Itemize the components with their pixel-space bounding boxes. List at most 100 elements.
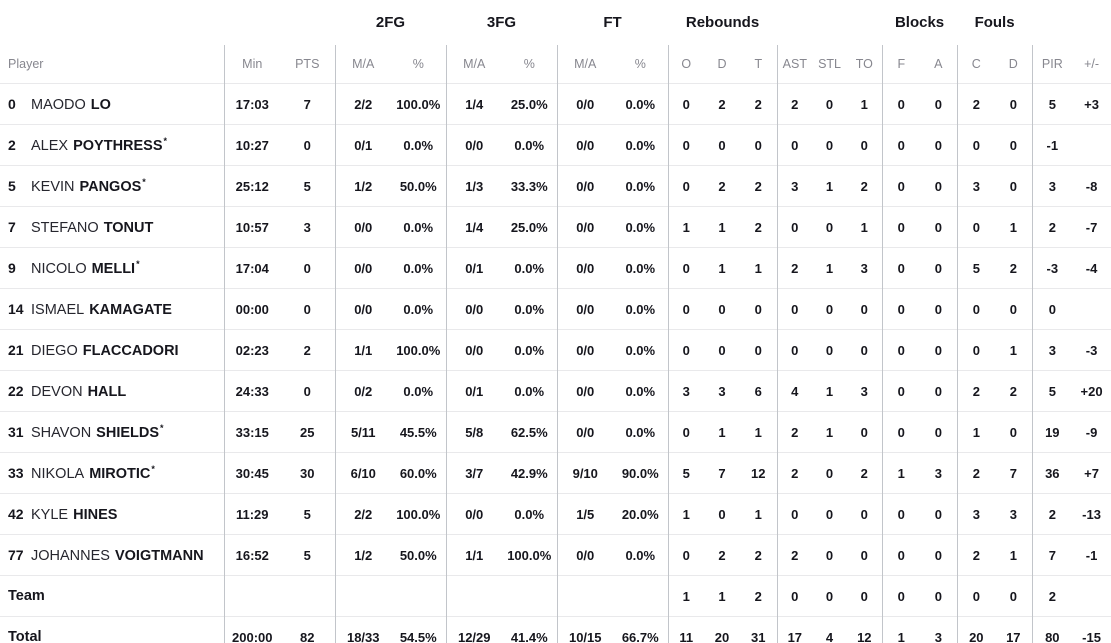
cell-foul_d: 0	[995, 411, 1033, 453]
cell-to: 3	[847, 247, 883, 289]
cell-ft_pct	[613, 575, 669, 617]
cell-ft_ma: 0/0	[556, 124, 613, 166]
cell-stl: 0	[812, 124, 848, 166]
table-row: 9 NICOLO MELLI* 17:04 0 0/0 0.0% 0/1 0.0% 0/0 0.0%…	[0, 247, 1111, 289]
cell-stl: 0	[812, 329, 848, 371]
column-header-ft-ma: M/A	[556, 45, 613, 84]
column-header-3fg-ma: M/A	[445, 45, 502, 84]
cell-fg2_ma: 6/10	[334, 452, 391, 494]
cell-pts: 30	[280, 452, 335, 494]
cell-fg3_ma: 0/0	[445, 329, 502, 371]
cell-min: 10:57	[223, 206, 280, 248]
cell-min: 02:23	[223, 329, 280, 371]
cell-reb_o: 1	[667, 206, 705, 248]
cell-ft_pct: 0.0%	[613, 329, 669, 371]
cell-ast: 0	[776, 206, 813, 248]
table-row: 77 JOHANNES VOIGTMANN 16:52 5 1/2 50.0% 1/1 100.…	[0, 534, 1111, 576]
column-header-2fg-pct: %	[412, 57, 424, 71]
cell-fg3_pct: 0.0%	[502, 370, 557, 412]
column-header-blk-a: A	[934, 57, 943, 71]
cell-pir: 19	[1031, 411, 1073, 453]
player-cell: 9 NICOLO MELLI*	[0, 247, 224, 289]
cell-to: 0	[847, 493, 883, 535]
cell-reb_d: 7	[704, 452, 741, 494]
cell-fg2_pct: 50.0%	[391, 165, 446, 207]
starter-mark: *	[163, 135, 168, 146]
cell-reb_d: 1	[704, 247, 741, 289]
cell-pts: 2	[280, 329, 335, 371]
cell-pts: 5	[280, 493, 335, 535]
cell-min: 30:45	[223, 452, 280, 494]
cell-ft_ma: 0/0	[556, 165, 613, 207]
cell-reb_d: 2	[704, 534, 741, 576]
cell-fg2_pct: 0.0%	[391, 206, 446, 248]
group-header-ft: FT	[603, 14, 622, 31]
cell-reb_d: 0	[704, 124, 741, 166]
cell-plus_minus: -4	[1072, 247, 1111, 289]
group-header-3fg: 3FG	[486, 14, 517, 31]
player-cell: 7 STEFANO TONUT	[0, 206, 224, 248]
cell-fg3_pct: 25.0%	[502, 83, 557, 125]
cell-pts: 82	[280, 616, 335, 643]
cell-stl: 0	[812, 452, 848, 494]
cell-fg2_pct: 0.0%	[391, 247, 446, 289]
player-last-name: FLACCADORI	[82, 342, 179, 359]
cell-blk_a: 0	[920, 411, 958, 453]
cell-reb_d: 1	[704, 206, 741, 248]
cell-foul_d: 0	[995, 288, 1033, 330]
player-cell: Total	[0, 616, 224, 643]
cell-foul_c: 2	[956, 370, 996, 412]
table-row: 42 KYLE HINES 11:29 5 2/2 100.0% 0/0 0.0% 1/5 20.0…	[0, 493, 1111, 535]
table-row: Team 1 1 2 0 0 0 0 0 0 0 2	[0, 575, 1111, 617]
cell-ast: 0	[776, 124, 813, 166]
player-cell: 22 DEVON HALL	[0, 370, 224, 412]
cell-foul_d: 2	[995, 370, 1033, 412]
cell-plus_minus: -7	[1072, 206, 1111, 248]
cell-to: 0	[847, 329, 883, 371]
cell-plus_minus	[1072, 124, 1111, 166]
cell-stl: 0	[812, 206, 848, 248]
cell-blk_a: 0	[920, 493, 958, 535]
column-header-pts: PTS	[295, 57, 320, 71]
cell-fg2_ma: 1/2	[334, 534, 391, 576]
cell-fg3_ma: 12/29	[445, 616, 502, 643]
cell-fg2_pct: 54.5%	[391, 616, 446, 643]
cell-pts: 0	[280, 124, 335, 166]
cell-to: 0	[847, 534, 883, 576]
group-spacer	[1032, 0, 1111, 45]
cell-min: 25:12	[223, 165, 280, 207]
cell-stl: 4	[812, 616, 848, 643]
player-rows: 0 MAODO LO 17:03 7 2/2 100.0% 1/4 25.0% 0/0 0.0% 0 2…	[0, 83, 1111, 643]
cell-ft_ma: 9/10	[556, 452, 613, 494]
cell-stl: 0	[812, 83, 848, 125]
cell-blk_f: 0	[881, 329, 921, 371]
cell-blk_a: 0	[920, 575, 958, 617]
cell-reb_o: 5	[667, 452, 705, 494]
cell-blk_f: 0	[881, 83, 921, 125]
cell-reb_t: 0	[740, 288, 778, 330]
cell-fg3_ma: 1/1	[445, 534, 502, 576]
column-header-to: TO	[855, 57, 873, 71]
cell-fg2_pct: 60.0%	[391, 452, 446, 494]
cell-fg2_pct: 0.0%	[391, 288, 446, 330]
player-first-name: STEFANO	[31, 219, 99, 236]
cell-blk_f: 0	[881, 493, 921, 535]
cell-plus_minus: -8	[1072, 165, 1111, 207]
cell-foul_d: 17	[995, 616, 1033, 643]
cell-fg2_ma: 5/11	[334, 411, 391, 453]
cell-ft_ma: 0/0	[556, 370, 613, 412]
cell-ast: 2	[776, 452, 813, 494]
cell-reb_o: 3	[667, 370, 705, 412]
cell-pts: 0	[280, 288, 335, 330]
table-row: 5 KEVIN PANGOS* 25:12 5 1/2 50.0% 1/3 33.3% 0/0 0.…	[0, 165, 1111, 207]
cell-fg2_ma: 1/2	[334, 165, 391, 207]
cell-reb_o: 1	[667, 493, 705, 535]
column-header-player: Player	[8, 57, 44, 71]
cell-min: 17:04	[223, 247, 280, 289]
cell-ast: 0	[776, 329, 813, 371]
cell-fg2_pct: 50.0%	[391, 534, 446, 576]
jersey-number: 0	[8, 95, 16, 112]
cell-fg3_ma: 3/7	[445, 452, 502, 494]
cell-reb_d: 1	[704, 575, 741, 617]
cell-pts: 7	[280, 83, 335, 125]
